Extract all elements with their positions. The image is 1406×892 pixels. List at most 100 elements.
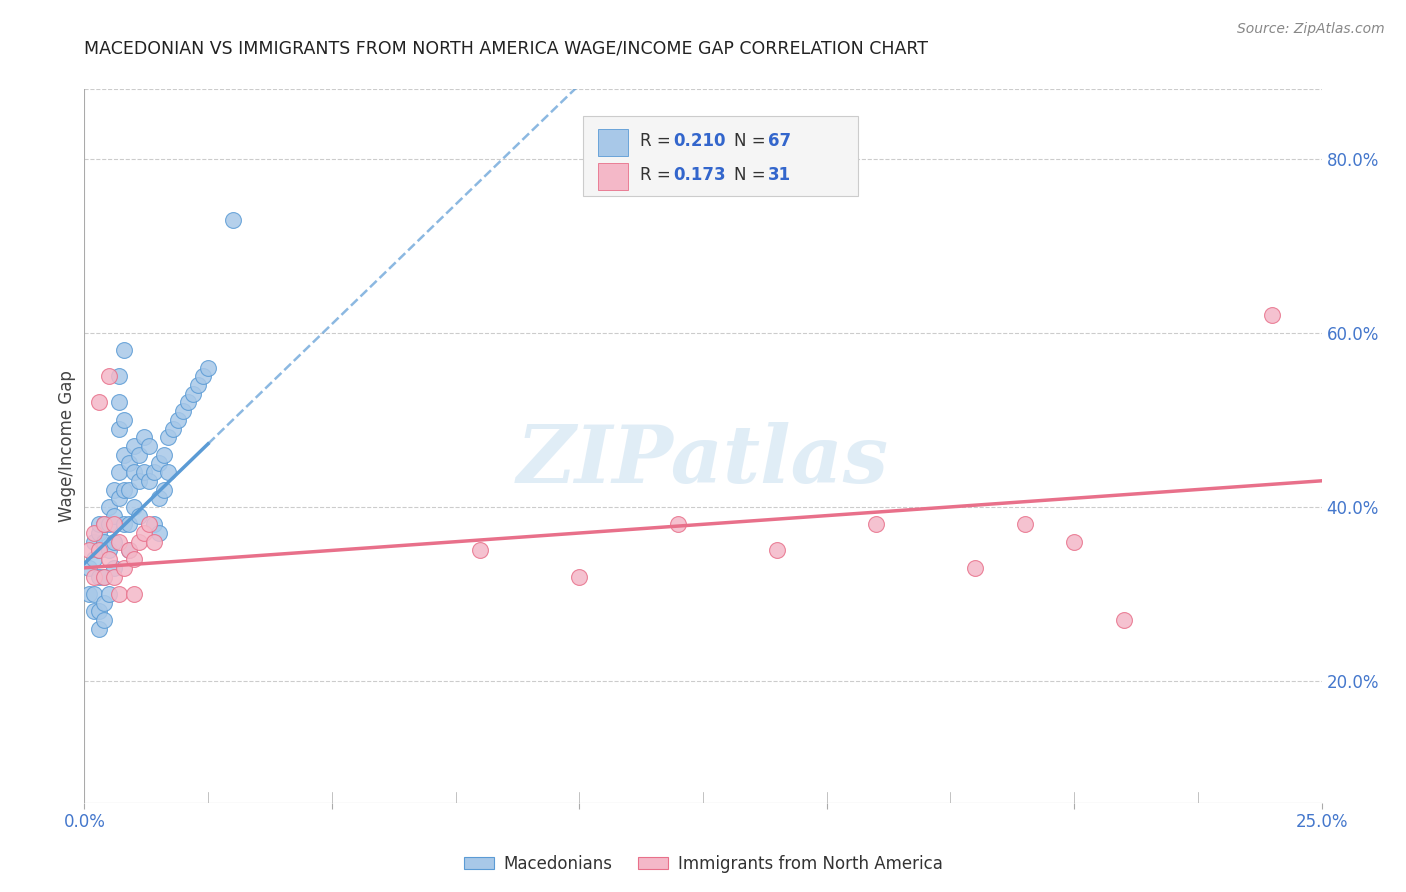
Y-axis label: Wage/Income Gap: Wage/Income Gap (58, 370, 76, 522)
Point (1014, 517, 1036, 532)
Point (666, 517, 689, 532)
Point (128, 448, 150, 462)
Point (142, 517, 165, 532)
Point (89, 622, 111, 636)
Point (103, 508, 125, 523)
Point (79, 587, 101, 601)
Point (98, 552, 121, 566)
Point (103, 561, 125, 575)
Point (177, 395, 200, 409)
Point (138, 439, 160, 453)
Point (1063, 534, 1085, 549)
Point (132, 430, 155, 444)
Point (108, 369, 131, 384)
Point (470, 543, 492, 558)
Point (112, 413, 135, 427)
Text: R =: R = (640, 132, 676, 150)
Point (766, 543, 789, 558)
Point (83, 534, 105, 549)
Point (197, 360, 219, 375)
Point (118, 457, 141, 471)
Point (93, 517, 115, 532)
Point (162, 421, 184, 435)
Point (98, 500, 121, 514)
Point (89, 604, 111, 618)
Point (1261, 309, 1284, 323)
Text: 67: 67 (768, 132, 790, 150)
Point (181, 386, 204, 401)
Point (132, 526, 155, 541)
Point (122, 552, 145, 566)
Point (128, 508, 150, 523)
Point (108, 421, 131, 435)
Point (152, 483, 174, 497)
Point (89, 543, 111, 558)
Point (98, 517, 121, 532)
Point (118, 543, 141, 558)
Point (148, 526, 170, 541)
Point (112, 561, 135, 575)
Point (108, 395, 131, 409)
Point (112, 517, 135, 532)
Text: 31: 31 (768, 166, 790, 184)
Point (865, 517, 887, 532)
Point (122, 439, 145, 453)
Point (103, 569, 125, 583)
Point (118, 483, 141, 497)
Point (108, 465, 131, 479)
Legend: Macedonians, Immigrants from North America: Macedonians, Immigrants from North Ameri… (457, 848, 949, 880)
Text: MACEDONIAN VS IMMIGRANTS FROM NORTH AMERICA WAGE/INCOME GAP CORRELATION CHART: MACEDONIAN VS IMMIGRANTS FROM NORTH AMER… (84, 40, 928, 58)
Point (167, 413, 190, 427)
Text: N =: N = (734, 132, 770, 150)
Point (1112, 613, 1135, 627)
Point (93, 517, 115, 532)
Point (83, 587, 105, 601)
Point (122, 587, 145, 601)
Point (187, 378, 209, 392)
Point (191, 369, 214, 384)
Point (118, 517, 141, 532)
Point (132, 465, 155, 479)
Point (103, 517, 125, 532)
Point (128, 534, 150, 549)
Text: Source: ZipAtlas.com: Source: ZipAtlas.com (1237, 22, 1385, 37)
Text: R =: R = (640, 166, 676, 184)
Point (222, 212, 245, 227)
Point (89, 526, 111, 541)
Point (138, 474, 160, 488)
Point (142, 465, 165, 479)
Point (83, 526, 105, 541)
Point (98, 587, 121, 601)
Point (79, 561, 101, 575)
Point (93, 596, 115, 610)
Point (103, 534, 125, 549)
Point (108, 491, 131, 506)
Point (93, 569, 115, 583)
Point (79, 543, 101, 558)
Point (98, 543, 121, 558)
Point (89, 569, 111, 583)
Point (148, 491, 170, 506)
Point (93, 534, 115, 549)
Point (112, 343, 135, 358)
Point (83, 569, 105, 583)
Point (138, 517, 160, 532)
Point (112, 483, 135, 497)
Point (965, 561, 987, 575)
Point (118, 543, 141, 558)
Point (172, 404, 194, 418)
Point (568, 569, 591, 583)
Point (108, 534, 131, 549)
Point (157, 465, 180, 479)
Text: ZIPatlas: ZIPatlas (517, 422, 889, 499)
Point (142, 534, 165, 549)
Point (93, 613, 115, 627)
Point (157, 430, 180, 444)
Point (89, 395, 111, 409)
Point (98, 369, 121, 384)
Point (148, 457, 170, 471)
Point (93, 569, 115, 583)
Point (103, 483, 125, 497)
Point (152, 448, 174, 462)
Point (89, 543, 111, 558)
